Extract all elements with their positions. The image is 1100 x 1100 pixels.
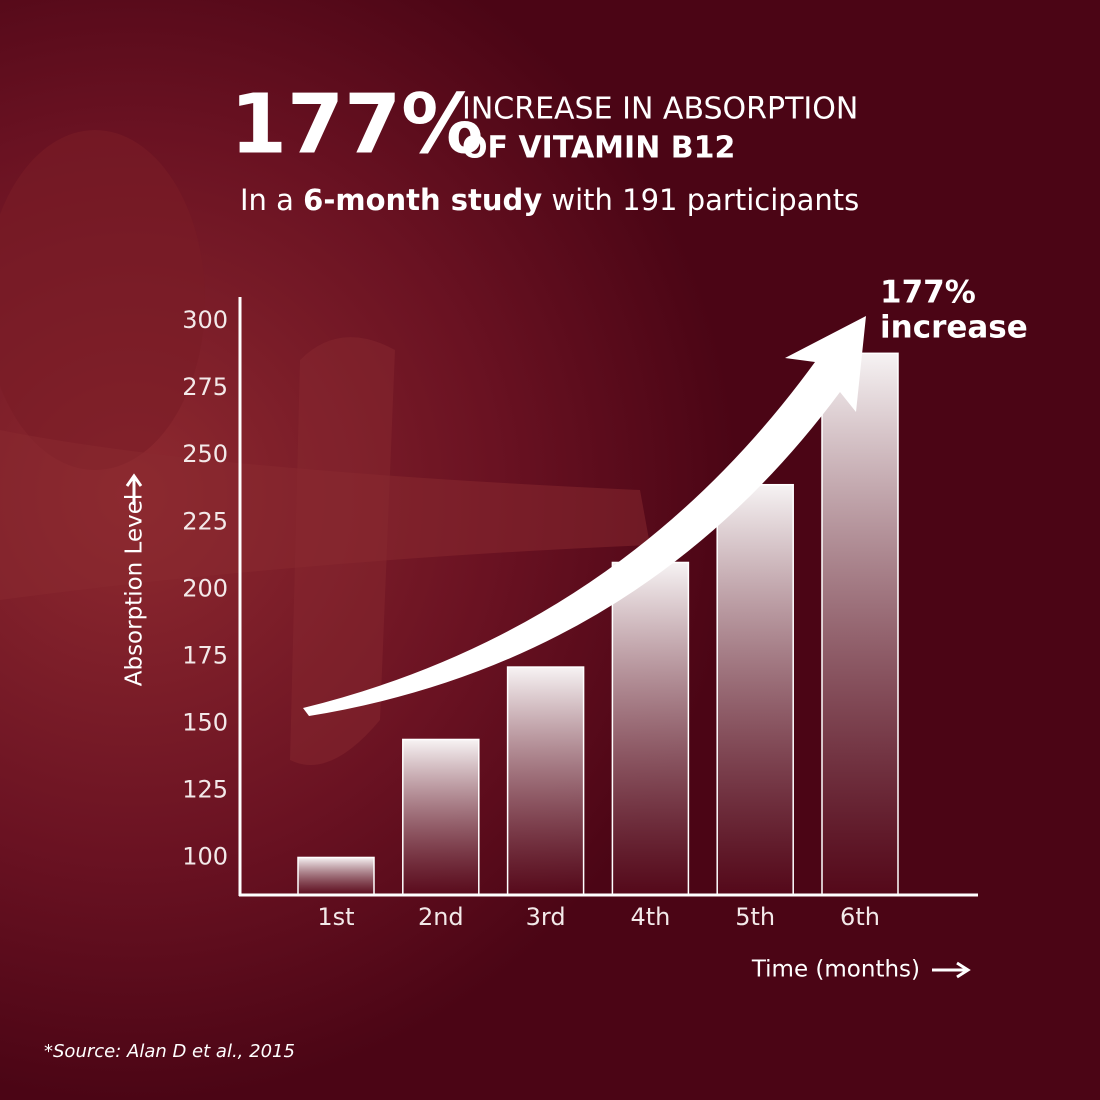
subtitle: In a 6-month study with 191 participants	[240, 183, 859, 217]
headline-text: INCREASE IN ABSORPTION	[462, 92, 858, 127]
subtitle-part: In a	[240, 183, 294, 217]
y-tick-label: 300	[182, 306, 228, 334]
bar	[402, 738, 480, 896]
y-axis-label: Absorption Level	[122, 494, 148, 687]
x-axis-label: Time (months)	[751, 957, 920, 983]
source: *Source: Alan D et al., 2015	[44, 1041, 295, 1062]
bar	[716, 483, 794, 896]
x-tick-label: 2nd	[418, 903, 464, 931]
figure-arm	[0, 430, 650, 600]
x-tick-label: 6th	[840, 903, 880, 931]
headline-number: 177%	[230, 77, 483, 172]
y-tick-label: 150	[182, 708, 228, 736]
headline-text: OF VITAMIN B12	[462, 131, 735, 166]
y-tick-label: 275	[182, 373, 228, 401]
trend-arrow	[303, 316, 866, 716]
x-tick-label: 5th	[735, 903, 775, 931]
y-tick-label: 200	[182, 574, 228, 602]
bar	[506, 666, 585, 896]
figure-silhouette	[0, 130, 205, 470]
x-tick-label: 3rd	[526, 903, 566, 931]
subtitle-part: 6-month study	[303, 183, 542, 217]
y-tick-label: 175	[182, 641, 228, 669]
y-tick-label: 100	[182, 842, 228, 870]
bar	[611, 561, 690, 896]
subtitle-part: with 191 participants	[551, 183, 859, 217]
bar	[821, 352, 899, 896]
annotation: increase	[880, 310, 1028, 346]
y-tick-label: 250	[182, 440, 228, 468]
plot: 100 125 150 175 200 225 250 275 300 1st 2nd 3rd 4th 5…	[182, 306, 899, 931]
figure-arm	[290, 337, 395, 765]
annotation: 177%	[880, 275, 976, 311]
bar	[297, 856, 375, 896]
x-axis-arrow	[932, 961, 971, 979]
y-axis-arrow	[125, 473, 143, 505]
y-tick-label: 125	[182, 775, 228, 803]
x-tick-label: 1st	[317, 903, 354, 931]
x-tick-label: 4th	[630, 903, 670, 931]
y-tick-label: 225	[182, 507, 228, 535]
